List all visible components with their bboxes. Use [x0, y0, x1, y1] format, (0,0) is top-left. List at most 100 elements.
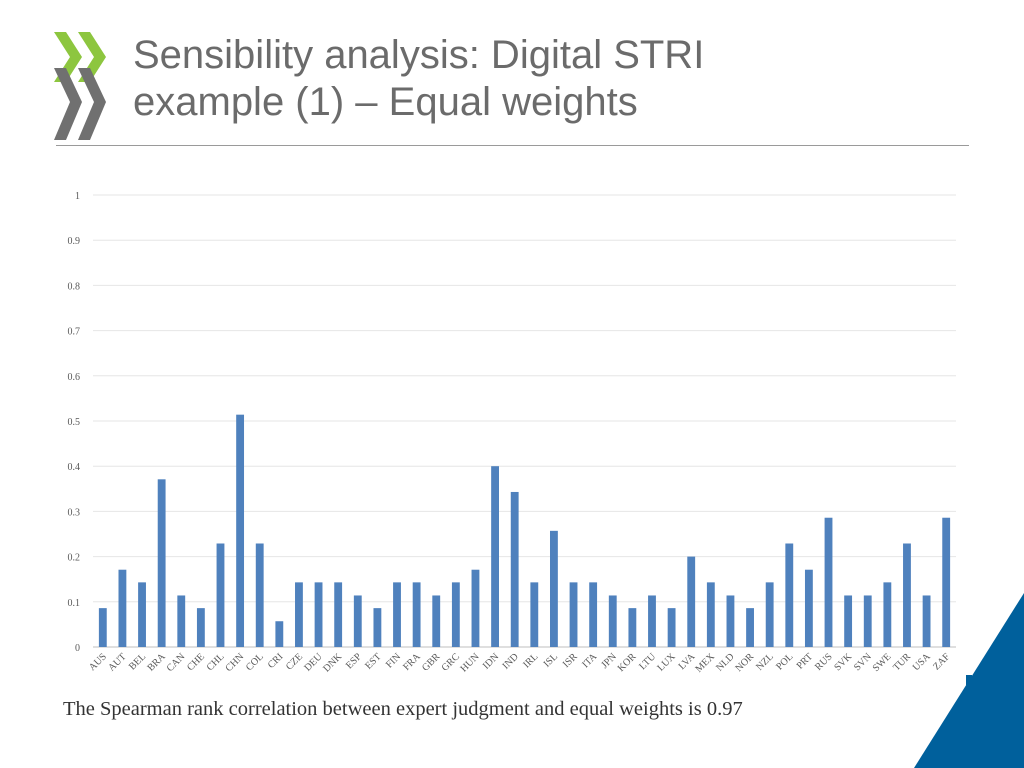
bar-lva — [687, 556, 696, 647]
bar-nzl — [765, 582, 774, 647]
x-tick-label: NOR — [733, 651, 756, 674]
bar-nld — [726, 595, 735, 647]
x-tick-label: DEU — [302, 651, 325, 674]
x-tick-label: CAN — [165, 651, 188, 674]
x-tick-label: SWE — [871, 651, 894, 674]
y-tick-label: 0.4 — [68, 462, 81, 473]
bar-rus — [824, 517, 833, 647]
slide-title-line: example (1) – Equal weights — [133, 80, 638, 124]
x-tick-label: NLD — [714, 651, 736, 673]
title-divider — [56, 145, 969, 146]
bar-pol — [785, 543, 794, 647]
bar-ltu — [648, 595, 656, 647]
x-tick-label: LUX — [655, 651, 678, 674]
y-tick-label: 0.5 — [68, 417, 81, 428]
bar-isl — [549, 530, 558, 647]
y-tick-label: 0.1 — [68, 598, 81, 609]
x-tick-label: NZL — [754, 651, 776, 673]
bar-can — [177, 595, 186, 647]
y-tick-label: 0.8 — [68, 281, 81, 292]
bar-cri — [275, 621, 284, 647]
logo-green-chevron — [54, 32, 82, 82]
x-tick-label: CZE — [284, 651, 305, 672]
x-tick-label: CHE — [185, 651, 207, 673]
bar-nor — [746, 608, 754, 647]
bar-chl — [216, 543, 225, 647]
x-tick-label: COL — [244, 651, 266, 673]
bar-mex — [706, 582, 715, 647]
bar-fra — [412, 582, 421, 647]
x-tick-label: MEX — [693, 651, 717, 675]
bar-ind — [510, 491, 519, 647]
x-tick-label: TUR — [891, 651, 913, 673]
bar-tur — [903, 543, 911, 647]
y-tick-label: 0.2 — [68, 553, 81, 564]
bar-jpn — [608, 595, 617, 647]
x-tick-label: GRC — [440, 651, 463, 674]
x-tick-label: BEL — [127, 651, 148, 672]
bar-che — [196, 608, 205, 647]
bar-bel — [138, 582, 146, 647]
y-tick-label: 0.3 — [68, 507, 81, 518]
x-tick-label: IND — [500, 651, 520, 671]
y-tick-label: 1 — [75, 191, 80, 202]
bar-svn — [863, 595, 872, 647]
bar-idn — [491, 466, 500, 647]
spearman-caption: The Spearman rank correlation between ex… — [63, 698, 743, 720]
bar-irl — [530, 582, 539, 647]
x-tick-label: KOR — [616, 651, 639, 674]
x-tick-label: ITA — [580, 651, 600, 671]
x-tick-label: BRA — [145, 651, 168, 674]
bar-aut — [118, 569, 127, 647]
y-tick-label: 0 — [75, 643, 80, 654]
bar-lux — [667, 608, 676, 647]
bar-fin — [393, 582, 401, 647]
x-tick-label: ESP — [344, 651, 364, 671]
x-tick-label: DNK — [321, 651, 345, 675]
bar-chn — [236, 414, 245, 647]
x-tick-label: RUS — [813, 651, 835, 673]
x-tick-label: CHN — [224, 651, 247, 674]
x-tick-label: LTU — [637, 651, 658, 672]
logo-gray-chevron — [78, 68, 106, 140]
bar-hun — [471, 569, 480, 647]
bar-svk — [844, 595, 853, 647]
bar-grc — [451, 582, 460, 647]
bar-ita — [589, 582, 598, 647]
x-tick-label: CRI — [266, 651, 286, 671]
x-tick-label: JPN — [599, 651, 619, 671]
corner-notch — [966, 675, 972, 685]
bar-esp — [353, 595, 362, 647]
x-tick-label: AUT — [106, 651, 128, 673]
x-tick-label: ISR — [561, 651, 580, 670]
x-tick-label: AUS — [87, 651, 109, 673]
x-tick-label: FIN — [384, 651, 403, 670]
x-tick-label: PRT — [795, 651, 815, 671]
y-tick-label: 0.6 — [68, 372, 81, 383]
bar-isr — [569, 582, 578, 647]
bar-swe — [883, 582, 892, 647]
bar-prt — [804, 569, 813, 647]
bar-aus — [98, 608, 107, 647]
x-tick-label: SVN — [852, 651, 874, 673]
logo-gray-chevron — [54, 68, 82, 140]
slide-title-line: Sensibility analysis: Digital STRI — [133, 33, 705, 77]
bar-gbr — [432, 595, 441, 647]
x-tick-label: POL — [774, 651, 795, 672]
x-tick-label: ISL — [542, 651, 560, 669]
bar-deu — [314, 582, 323, 647]
x-tick-label: SVK — [832, 651, 854, 673]
bar-dnk — [334, 582, 343, 647]
x-tick-label: CHL — [205, 651, 227, 673]
x-tick-label: IDN — [481, 651, 501, 671]
bar-chart: 0 0.1 0.2 0.3 0.4 0.5 0.6 0.7 0.8 0.9 1 AUSAUTBELBR… — [68, 191, 956, 675]
x-tick-label: HUN — [458, 651, 481, 674]
bar-zaf — [942, 517, 951, 647]
logo-green-chevron — [78, 32, 106, 82]
bar-kor — [628, 608, 637, 647]
corner-decoration — [914, 593, 1024, 768]
slide-title: Sensibility analysis: Digital STRI examp… — [133, 32, 993, 126]
bar-est — [373, 608, 382, 647]
bar-cze — [295, 582, 303, 647]
x-tick-label: IRL — [521, 651, 540, 670]
